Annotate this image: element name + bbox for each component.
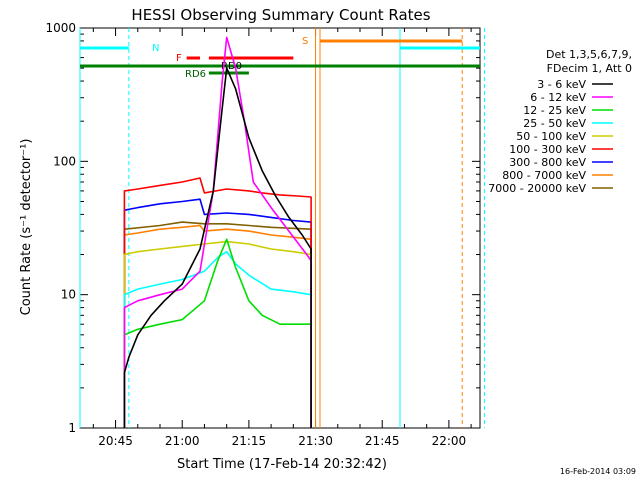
x-tick-label: 21:15 xyxy=(232,434,267,448)
x-tick-label: 21:00 xyxy=(165,434,200,448)
x-tick-label: 20:45 xyxy=(98,434,133,448)
annotation-n: N xyxy=(152,43,159,54)
legend-label: 3 - 6 keV xyxy=(537,78,586,91)
annotation-f: F xyxy=(176,53,182,64)
legend-label: 300 - 800 keV xyxy=(509,156,586,169)
x-tick-label: 22:00 xyxy=(432,434,467,448)
series-100-300-kev xyxy=(123,177,312,428)
legend-label: 800 - 7000 keV xyxy=(502,169,586,182)
y-tick-label: 10 xyxy=(61,288,76,302)
chart-title: HESSI Observing Summary Count Rates xyxy=(131,6,430,24)
legend-header: FDecim 1, Att 0 xyxy=(547,62,632,75)
annotation-s: S xyxy=(302,36,308,47)
series-6-12-kev xyxy=(123,36,312,428)
plot-area: 1 10 100 1000 20:45 21:00 21:15 21:30 21:45 22:00… xyxy=(45,21,485,448)
annotation-rd6: RD6 xyxy=(185,69,206,80)
series-25-50-kev xyxy=(123,250,312,428)
series-12-25-kev xyxy=(123,238,312,428)
x-tick-label: 21:45 xyxy=(365,434,400,448)
legend-header: Det 1,3,5,6,7,9, xyxy=(546,48,632,61)
legend-label: 25 - 50 keV xyxy=(523,117,586,130)
series-7000-20000-kev xyxy=(123,221,312,428)
y-tick-label: 1000 xyxy=(45,21,76,35)
legend-label: 100 - 300 keV xyxy=(509,143,586,156)
y-axis-label: Count Rate (s⁻¹ detector⁻¹) xyxy=(19,139,34,316)
y-tick-label: 100 xyxy=(53,154,76,168)
footer-date: 16-Feb-2014 03:09 xyxy=(560,467,636,476)
legend-label: 12 - 25 keV xyxy=(523,104,586,117)
legend-label: 50 - 100 keV xyxy=(516,130,586,143)
x-tick-label: 21:30 xyxy=(298,434,333,448)
series-3-6-kev xyxy=(123,67,312,428)
series-300-800-kev xyxy=(123,198,312,428)
legend-label: 7000 - 20000 keV xyxy=(488,182,586,195)
x-axis-label: Start Time (17-Feb-14 20:32:42) xyxy=(177,457,387,472)
y-tick-label: 1 xyxy=(68,421,76,435)
legend: Det 1,3,5,6,7,9,FDecim 1, Att 0 3 - 6 keV… xyxy=(488,48,632,195)
legend-label: 6 - 12 keV xyxy=(530,91,586,104)
annotation-rd0: RD0 xyxy=(221,61,242,72)
series-50-100-kev xyxy=(123,240,312,428)
